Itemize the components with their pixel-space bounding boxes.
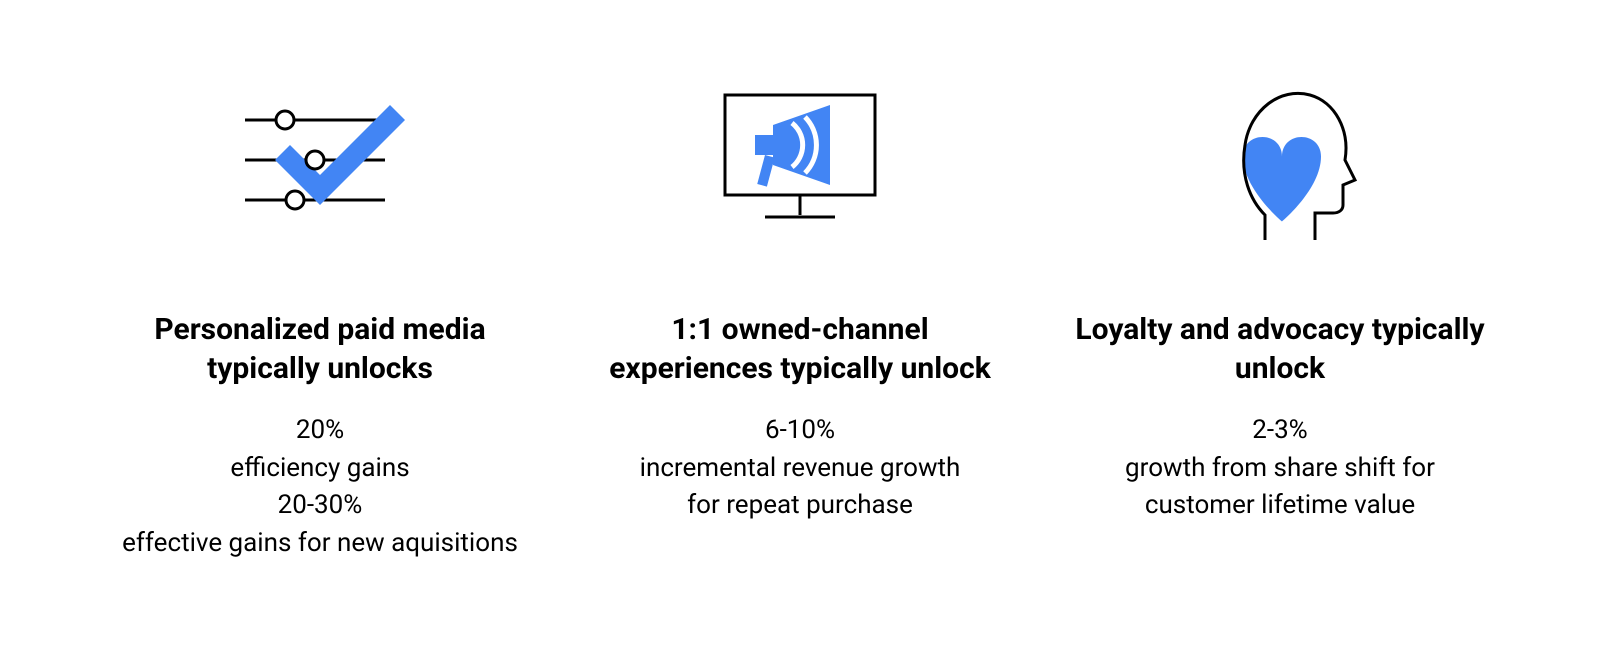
head-heart-icon <box>1195 70 1365 250</box>
infographic-row: Personalized paid media typically unlock… <box>0 0 1600 563</box>
column-body: 20% efficiency gains 20-30% effective ga… <box>122 412 518 563</box>
column-paid-media: Personalized paid media typically unlock… <box>100 70 540 563</box>
column-title: Personalized paid media typically unlock… <box>110 310 530 388</box>
column-owned-channel: 1:1 owned-channel experiences typically … <box>580 70 1020 525</box>
column-body: 6-10% incremental revenue growth for rep… <box>640 412 961 525</box>
column-title: Loyalty and advocacy typically unlock <box>1070 310 1490 388</box>
sliders-checkmark-icon <box>235 70 405 250</box>
monitor-megaphone-icon <box>710 70 890 250</box>
column-loyalty: Loyalty and advocacy typically unlock 2-… <box>1060 70 1500 525</box>
column-title: 1:1 owned-channel experiences typically … <box>590 310 1010 388</box>
column-body: 2-3% growth from share shift for custome… <box>1125 412 1435 525</box>
